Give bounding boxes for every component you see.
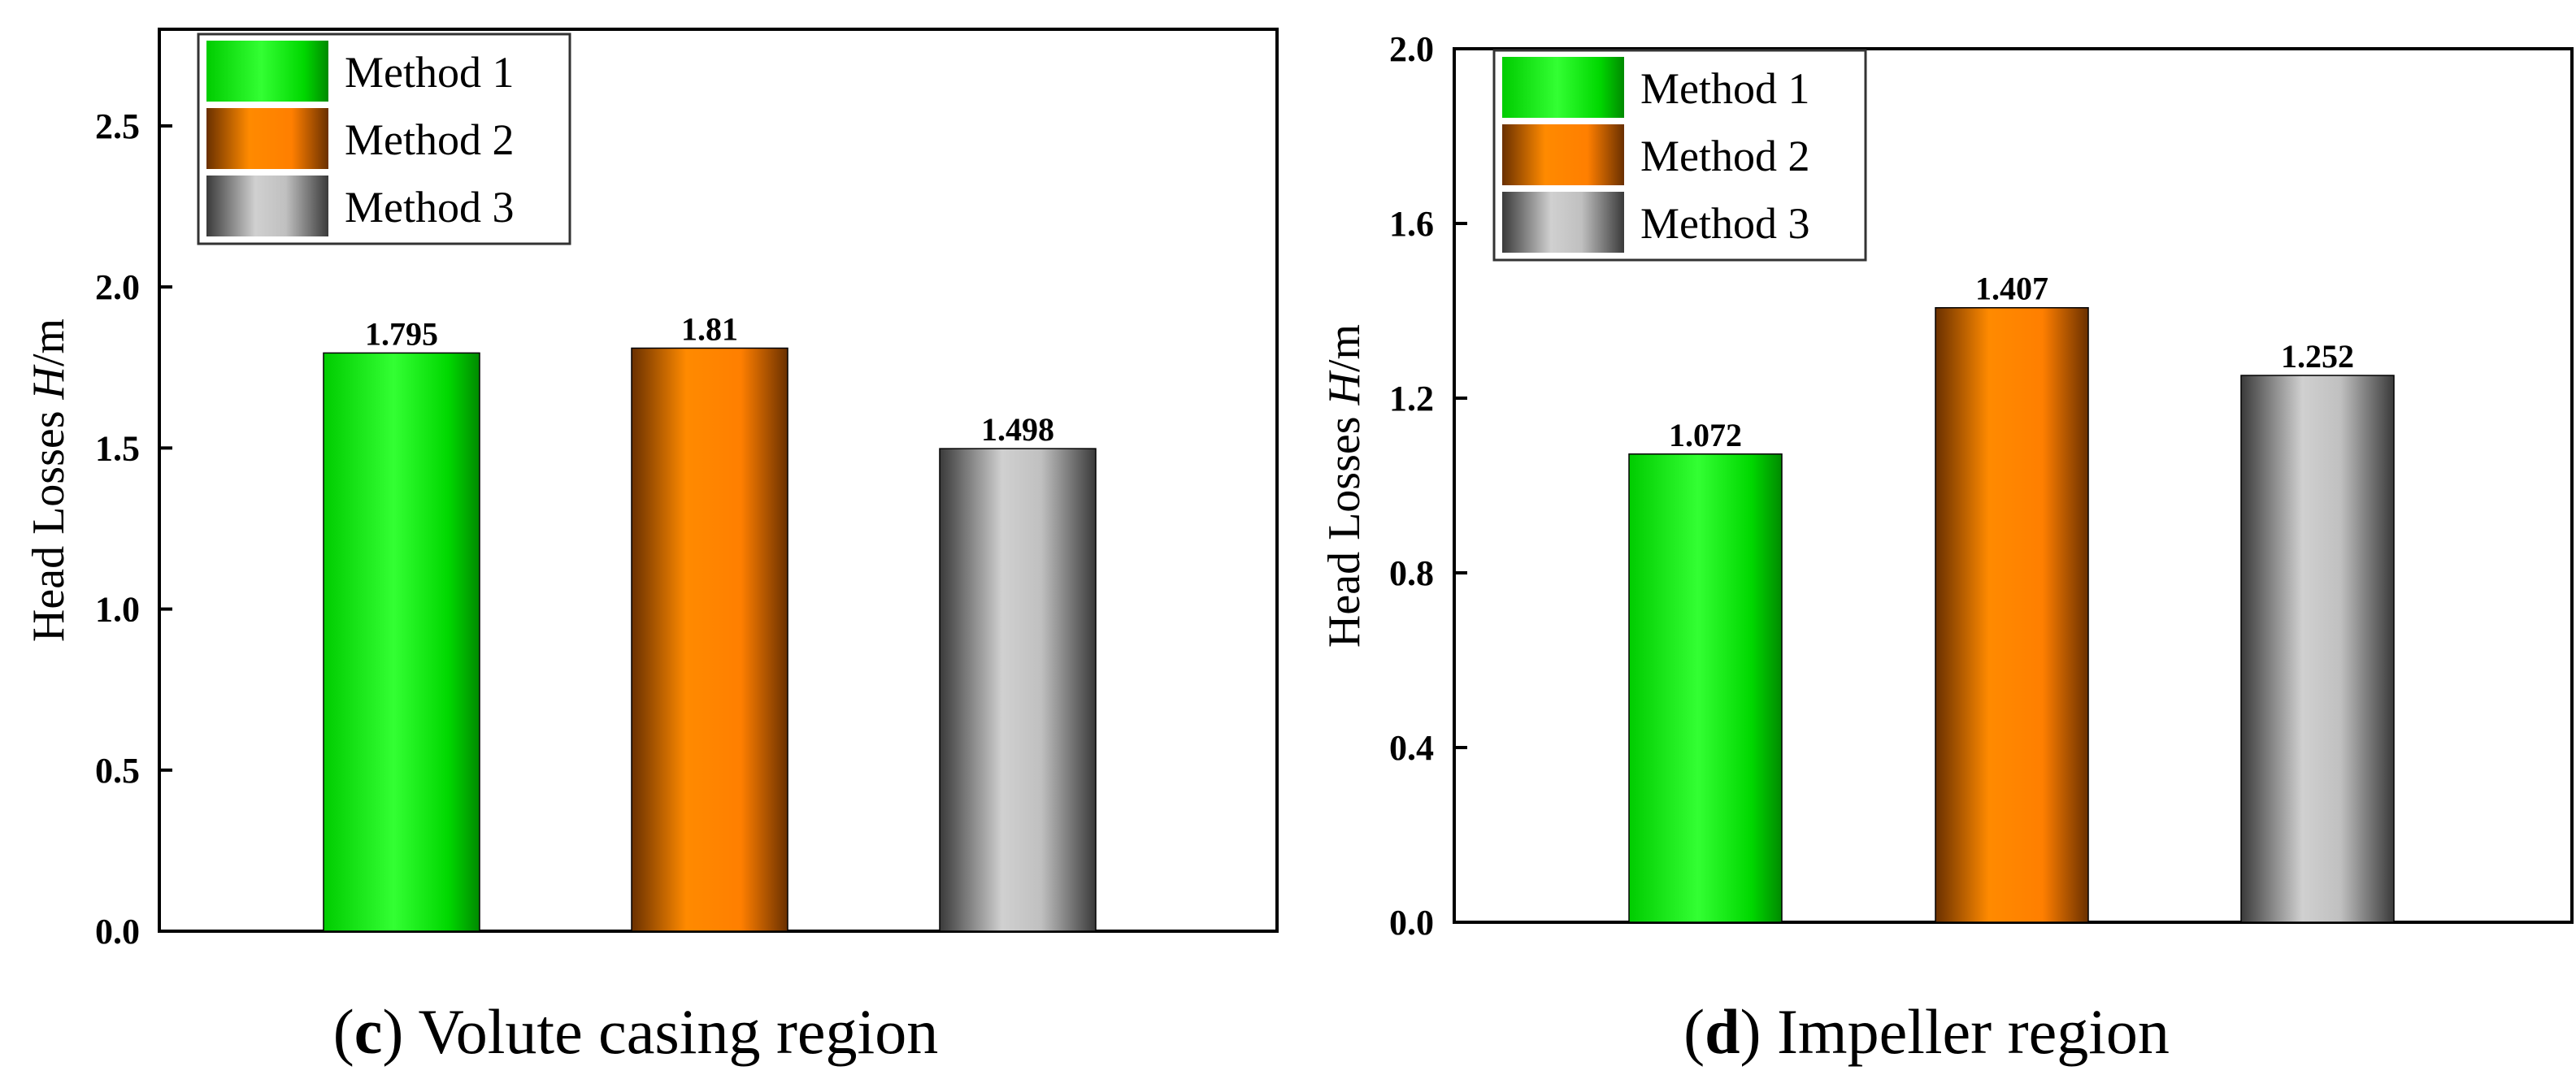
- bar-value-label: 1.795: [365, 315, 438, 352]
- y-tick-label: 2.5: [95, 106, 140, 146]
- bar-method-3: [2240, 375, 2395, 923]
- y-axis: 0.0 0.5 1.0 1.5 2.0 2.5: [95, 106, 172, 951]
- panel-caption: (d) Impeller region: [1683, 996, 2170, 1067]
- bar-value-label: 1.81: [681, 310, 738, 347]
- y-tick-label: 0.4: [1389, 728, 1434, 768]
- y-tick-label: 0.0: [1389, 903, 1434, 943]
- legend-swatch-method-2: [1502, 124, 1624, 185]
- legend: Method 1 Method 2 Method 3: [1492, 49, 1867, 262]
- y-tick-label: 2.0: [95, 267, 140, 307]
- legend-label-method-3: Method 3: [1640, 199, 1810, 248]
- bar-value-label: 1.072: [1669, 417, 1742, 453]
- bar-method-2: [631, 347, 788, 932]
- bar-method-2: [1935, 306, 2089, 923]
- legend-label-method-3: Method 3: [345, 183, 515, 232]
- y-axis-title: Head Losses H/m: [1319, 324, 1370, 648]
- legend-label-method-2: Method 2: [345, 115, 515, 164]
- legend-label-method-1: Method 1: [345, 48, 515, 97]
- y-tick-label: 1.6: [1389, 204, 1434, 244]
- legend-swatch-method-1: [206, 41, 328, 102]
- bar-value-label: 1.252: [2281, 338, 2354, 375]
- y-tick-label: 2.0: [1389, 29, 1434, 69]
- bar-series: 1.072 1.407 1.252: [1628, 271, 2395, 923]
- bar-method-1: [1628, 453, 1783, 923]
- bar-value-label: 1.498: [981, 411, 1054, 448]
- y-axis-title: Head Losses H/m: [24, 319, 74, 642]
- legend-swatch-method-2: [206, 108, 328, 169]
- legend-swatch-method-3: [1502, 192, 1624, 253]
- legend-label-method-2: Method 2: [1640, 132, 1810, 180]
- legend: Method 1 Method 2 Method 3: [197, 33, 571, 245]
- legend-label-method-1: Method 1: [1640, 64, 1810, 113]
- y-tick-label: 0.0: [95, 912, 140, 951]
- y-tick-label: 1.2: [1389, 379, 1434, 418]
- legend-swatch-method-3: [206, 176, 328, 236]
- bar-value-label: 1.407: [1975, 271, 2048, 307]
- y-tick-label: 0.5: [95, 751, 140, 791]
- legend-swatch-method-1: [1502, 57, 1624, 118]
- y-tick-label: 0.8: [1389, 553, 1434, 593]
- panel-c: 0.0 0.5 1.0 1.5 2.0 2.5 1.795 1.81 1.498 Method…: [24, 28, 1279, 1067]
- y-axis: 0.0 0.4 0.8 1.2 1.6 2.0: [1389, 29, 1467, 943]
- y-tick-label: 1.0: [95, 590, 140, 630]
- panel-d: 0.0 0.4 0.8 1.2 1.6 2.0 1.072 1.407 1.252 Metho…: [1319, 29, 2574, 1067]
- bar-series: 1.795 1.81 1.498: [323, 310, 1097, 932]
- bar-method-3: [939, 448, 1097, 932]
- y-tick-label: 1.5: [95, 428, 140, 468]
- bar-method-1: [323, 352, 480, 932]
- panel-caption: (c) Volute casing region: [333, 996, 938, 1067]
